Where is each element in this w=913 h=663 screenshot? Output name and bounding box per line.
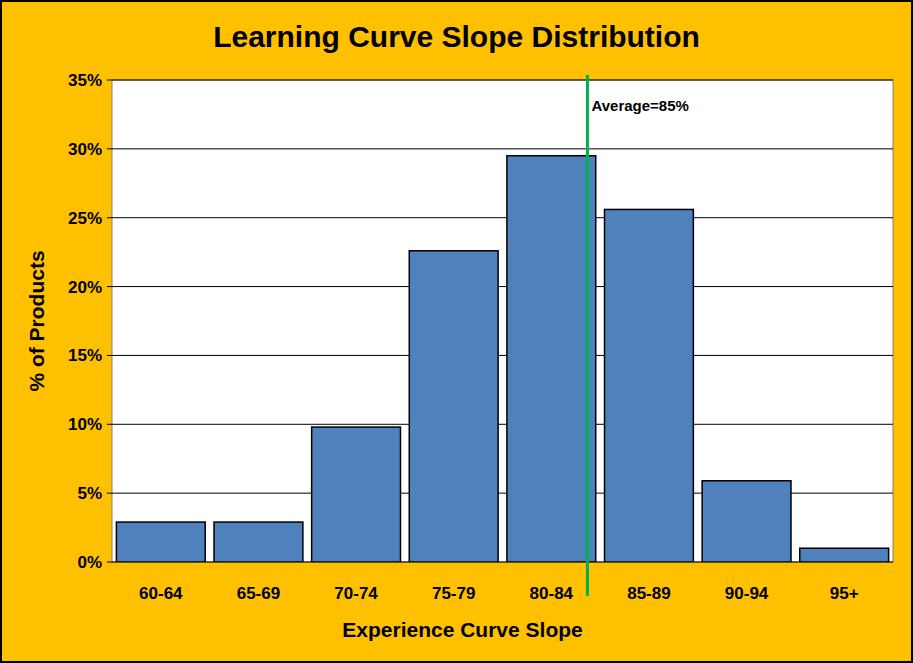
chart-svg: 0% 5% 10% 15% 20% 25% 30% 35% 60-64 65-69 70-74 75-… [0, 0, 913, 663]
y-tick-label: 30% [68, 140, 102, 159]
bars [116, 156, 888, 562]
grid-line [112, 217, 893, 218]
y-tick-label: 5% [77, 484, 102, 503]
grid-line [112, 80, 893, 81]
y-tick [107, 493, 112, 494]
y-tick-label: 25% [68, 209, 102, 228]
x-tick-label: 70-74 [334, 584, 378, 603]
plot-area [112, 80, 893, 562]
title: Learning Curve Slope Distribution [213, 20, 700, 53]
bar [312, 427, 401, 562]
y-axis-label: % of Products [25, 250, 48, 391]
x-tick-label: 80-84 [530, 584, 574, 603]
y-tick-label: 20% [68, 278, 102, 297]
background [1, 1, 912, 662]
y-tick [107, 562, 112, 563]
x-tick-label: 85-89 [627, 584, 670, 603]
bar [702, 481, 791, 562]
x-tick-label: 60-64 [139, 584, 183, 603]
bar [800, 548, 889, 562]
bar [214, 522, 303, 562]
bar [116, 522, 205, 562]
grid-line [112, 148, 893, 149]
y-tick-label: 10% [68, 415, 102, 434]
average-line [586, 75, 589, 596]
x-tick-label: 90-94 [725, 584, 769, 603]
y-tick [107, 217, 112, 218]
bar [605, 209, 694, 562]
y-tick-label: 0% [77, 553, 102, 572]
bar [507, 156, 596, 562]
grid-line [112, 424, 893, 425]
grid-line [112, 286, 893, 287]
x-tick-label: 95+ [830, 584, 859, 603]
y-tick [107, 424, 112, 425]
x-tick-label: 75-79 [432, 584, 475, 603]
chart-container: 0% 5% 10% 15% 20% 25% 30% 35% 60-64 65-69 70-74 75-… [0, 0, 913, 663]
y-tick [107, 286, 112, 287]
x-axis-label: Experience Curve Slope [342, 618, 582, 641]
y-tick [107, 355, 112, 356]
y-tick [107, 80, 112, 81]
x-tick-label: 65-69 [237, 584, 280, 603]
y-tick-label: 15% [68, 346, 102, 365]
bar [409, 251, 498, 562]
y-tick-label: 35% [68, 71, 102, 90]
y-tick [107, 148, 112, 149]
grid-line [112, 355, 893, 356]
annotation: Average=85% [591, 97, 688, 114]
